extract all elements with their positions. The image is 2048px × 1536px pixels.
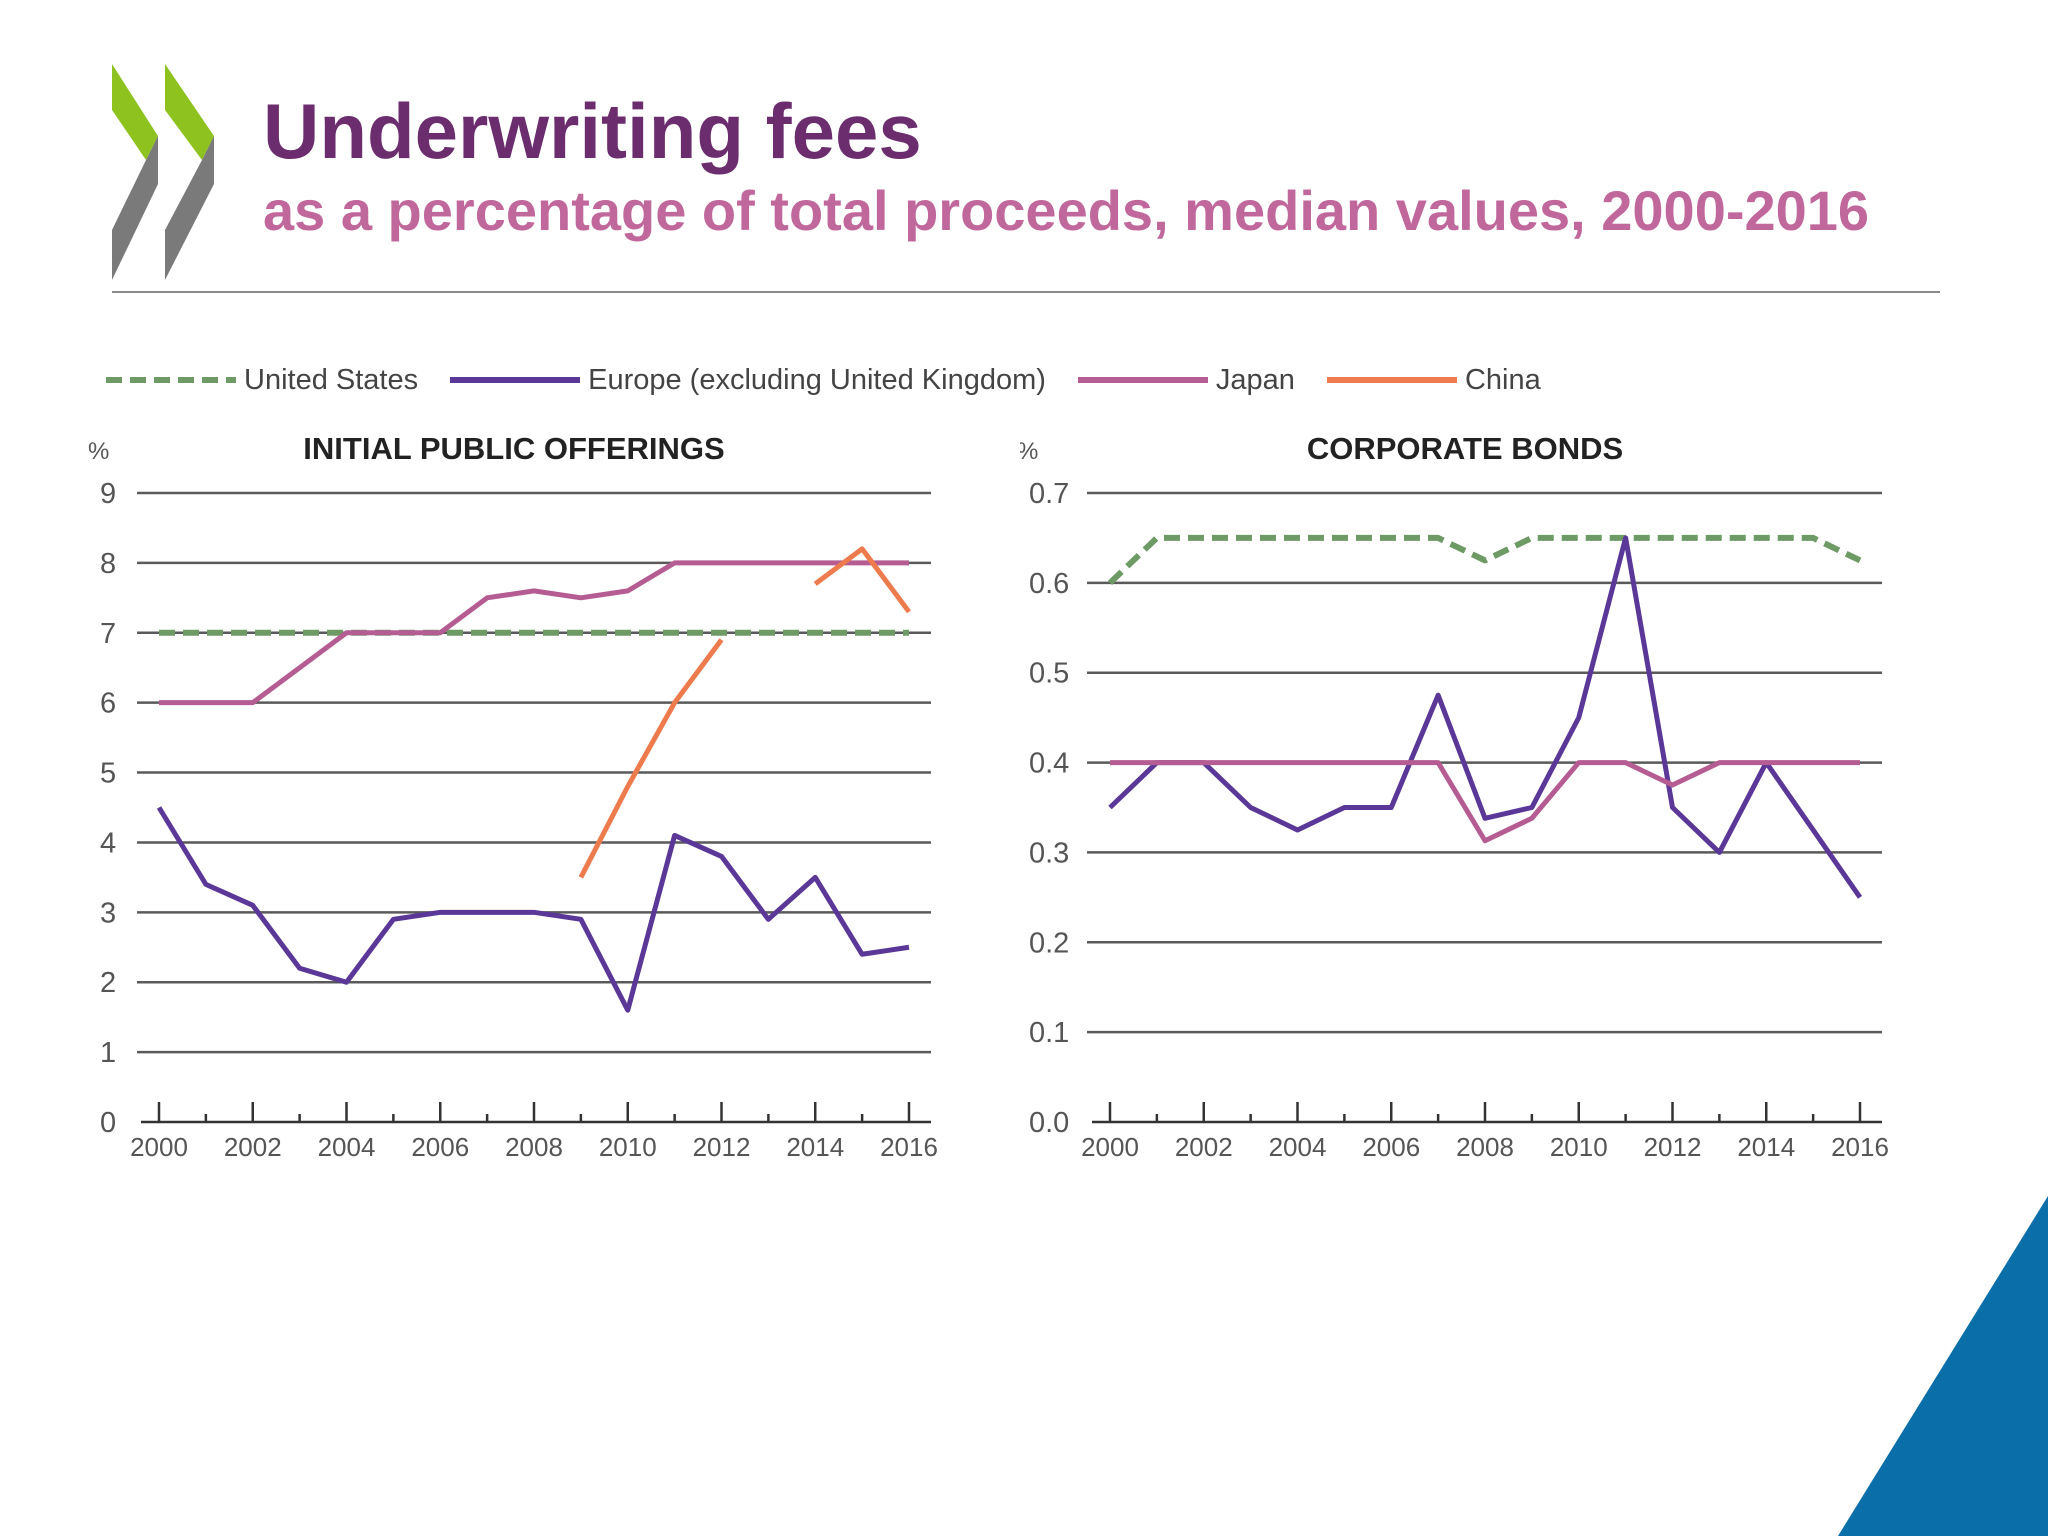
series-line-europe-excluding-united-kingdom: [1108, 535, 1863, 899]
x-tick-label: 2002: [1175, 1132, 1233, 1162]
y-tick-label: 0.6: [1029, 568, 1069, 600]
chart-title: INITIAL PUBLIC OFFERINGS: [303, 431, 724, 466]
logo-green-chevron-right: [165, 64, 214, 160]
y-axis-unit: %: [88, 438, 109, 465]
legend-swatch-united-states: [106, 375, 236, 385]
y-tick-label: 0.3: [1029, 837, 1069, 869]
x-tick-label: 2008: [505, 1132, 563, 1162]
y-tick-label: 0: [100, 1107, 116, 1139]
x-tick-label: 2006: [411, 1132, 469, 1162]
legend-swatch-china: [1326, 375, 1457, 385]
series-line-japan: [159, 560, 909, 706]
slide-subtitle: as a percentage of total proceeds, media…: [263, 179, 1870, 242]
series-line-united-states: [1107, 534, 1862, 586]
x-tick-label: 2010: [1550, 1132, 1608, 1162]
x-tick-label: 2012: [1644, 1132, 1702, 1162]
y-tick-label: 3: [100, 897, 116, 929]
y-tick-label: 0.0: [1029, 1107, 1069, 1139]
x-tick-label: 2004: [1269, 1132, 1327, 1162]
corporate-bonds-chart: CORPORATE BONDS% 0.0 0.1 0.2 0.3 0.4 0.5 0.6 0.7…: [1020, 431, 1889, 1162]
legend-item-europe-excluding-united-kingdom: Europe (excluding United Kingdom): [450, 364, 1046, 397]
x-tick-label: 2008: [1456, 1132, 1514, 1162]
logo-grey-chevron-left: [112, 136, 158, 280]
series-line-china: [578, 638, 724, 879]
series-line-china: [813, 546, 912, 614]
series-line-japan: [1110, 760, 1860, 844]
y-tick-label: 4: [100, 827, 116, 859]
legend-swatch-europe-excluding-united-kingdom: [450, 375, 581, 385]
legend-label: United States: [244, 363, 419, 396]
x-tick-label: 2000: [1081, 1132, 1139, 1162]
y-tick-label: 2: [100, 967, 116, 999]
header-divider: [112, 291, 1940, 293]
x-tick-label: 2016: [1831, 1132, 1889, 1162]
ipo-chart: INITIAL PUBLIC OFFERINGS% 0 1 2 3 4 5 6 7 8 9 2000 2…: [88, 431, 938, 1162]
y-tick-label: 0.5: [1029, 658, 1069, 690]
chart-title: CORPORATE BONDS: [1307, 431, 1623, 466]
legend-item-united-states: United States: [106, 364, 418, 397]
y-tick-label: 1: [100, 1037, 116, 1069]
y-tick-label: 6: [100, 688, 116, 720]
logo-grey-chevron-right: [165, 136, 214, 280]
legend-label: Japan: [1215, 363, 1295, 396]
corner-blue-triangle: [1838, 1196, 2048, 1536]
chart-legend: United States Europe (excluding United Ki…: [106, 360, 1573, 400]
x-tick-label: 2016: [880, 1132, 938, 1162]
legend-item-japan: Japan: [1077, 363, 1295, 397]
legend-label: China: [1464, 363, 1541, 396]
y-tick-label: 0.2: [1029, 927, 1069, 959]
y-tick-label: 8: [100, 548, 116, 580]
series-line-europe-excluding-united-kingdom: [156, 806, 910, 1013]
legend-label: Europe (excluding United Kingdom): [588, 363, 1046, 396]
legend-swatch-japan: [1077, 375, 1208, 385]
x-tick-label: 2004: [318, 1132, 376, 1162]
x-tick-label: 2014: [1737, 1132, 1795, 1162]
legend-item-china: China: [1326, 363, 1541, 397]
y-tick-label: 9: [100, 478, 116, 510]
x-tick-label: 2012: [693, 1132, 751, 1162]
y-tick-label: 0.4: [1029, 748, 1069, 780]
x-tick-label: 2006: [1362, 1132, 1420, 1162]
oecd-chevron-logo-icon: [112, 64, 214, 280]
x-tick-label: 2014: [786, 1132, 844, 1162]
logo-green-chevron-left: [112, 64, 158, 160]
y-tick-label: 5: [100, 758, 116, 790]
y-axis-unit: %: [1020, 438, 1038, 465]
y-tick-label: 0.1: [1029, 1017, 1069, 1049]
x-tick-label: 2002: [224, 1132, 282, 1162]
slide-title: Underwriting fees: [263, 87, 922, 175]
y-tick-label: 0.7: [1029, 478, 1069, 510]
y-tick-label: 7: [100, 618, 116, 650]
x-tick-label: 2010: [599, 1132, 657, 1162]
x-tick-label: 2000: [130, 1132, 188, 1162]
